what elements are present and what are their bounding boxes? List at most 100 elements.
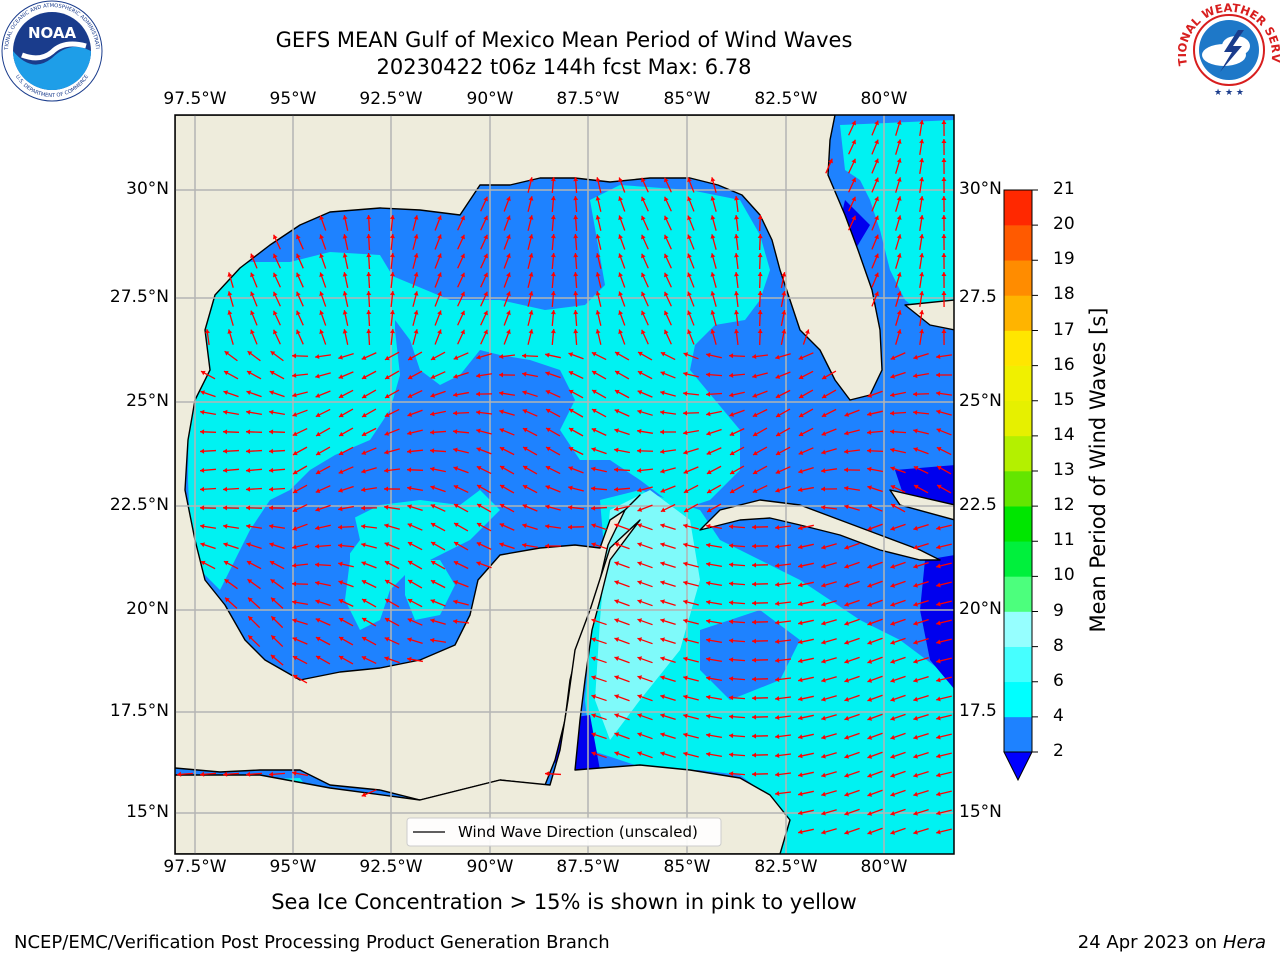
wave-direction-arrow: [913, 618, 929, 626]
wave-direction-arrow: [728, 771, 746, 777]
wave-direction-arrow: [798, 562, 814, 569]
wave-direction-arrow: [430, 599, 446, 607]
wave-direction-arrow: [568, 466, 584, 474]
wave-direction-arrow: [407, 389, 423, 399]
wave-direction-arrow: [867, 523, 883, 531]
wave-direction-arrow: [361, 617, 377, 627]
wave-direction-arrow: [268, 771, 286, 777]
wave-direction-arrow: [567, 505, 585, 511]
wave-direction-arrow: [890, 580, 906, 588]
wave-direction-arrow: [430, 485, 446, 493]
wave-direction-arrow: [199, 505, 217, 511]
wave-direction-arrow: [614, 637, 630, 645]
wave-direction-arrow: [246, 390, 262, 398]
wave-direction-arrow: [751, 714, 769, 720]
wave-direction-arrow: [820, 468, 838, 474]
wave-direction-arrow: [683, 675, 699, 682]
wave-direction-arrow: [895, 291, 902, 307]
wave-direction-arrow: [407, 409, 423, 417]
wave-direction-arrow: [591, 656, 607, 664]
wave-direction-arrow: [245, 448, 263, 454]
wave-direction-arrow: [706, 618, 722, 624]
wave-direction-arrow: [453, 580, 469, 588]
wave-direction-arrow: [866, 448, 884, 454]
wave-direction-arrow: [683, 448, 699, 455]
wave-direction-arrow: [499, 484, 515, 494]
wave-direction-arrow: [844, 409, 860, 417]
wave-direction-arrow: [660, 351, 676, 361]
map-frame: [174, 114, 955, 855]
wave-direction-arrow: [361, 636, 377, 646]
wave-direction-arrow: [687, 291, 695, 307]
wave-direction-arrow: [480, 253, 488, 269]
wave-direction-arrow: [245, 505, 263, 511]
wave-direction-arrow: [682, 410, 700, 416]
wave-direction-arrow: [361, 789, 377, 797]
wave-direction-arrow: [844, 429, 860, 436]
wave-direction-arrow: [384, 579, 400, 589]
wave-direction-arrow: [453, 484, 469, 494]
wave-direction-arrow: [503, 234, 511, 250]
wave-direction-arrow: [936, 695, 952, 702]
wind-wave-arrows: [176, 119, 953, 835]
wave-direction-arrow: [430, 351, 446, 361]
wave-direction-arrow: [871, 215, 879, 231]
wave-direction-arrow: [751, 354, 769, 359]
wave-direction-arrow: [890, 713, 906, 721]
wave-direction-arrow: [361, 542, 377, 549]
wave-direction-arrow: [545, 504, 561, 511]
wave-direction-arrow: [434, 329, 442, 345]
wave-direction-arrow: [757, 252, 763, 270]
wave-direction-arrow: [919, 195, 925, 213]
wave-direction-arrow: [774, 544, 792, 549]
wave-direction-arrow: [637, 561, 653, 569]
wave-direction-arrow: [360, 505, 378, 511]
wave-direction-arrow: [913, 637, 929, 645]
wave-direction-arrow: [641, 291, 649, 307]
wave-direction-arrow: [499, 503, 515, 513]
wave-direction-arrow: [867, 808, 883, 816]
wave-direction-arrow: [499, 446, 515, 456]
wave-direction-arrow: [637, 523, 653, 531]
wave-direction-arrow: [757, 328, 763, 346]
wave-direction-arrow: [545, 465, 561, 475]
wave-direction-arrow: [913, 751, 929, 759]
wave-direction-arrow: [292, 543, 308, 550]
wave-direction-arrow: [245, 771, 263, 777]
wave-direction-arrow: [706, 503, 722, 513]
lon-tick-top: 85°W: [663, 89, 711, 109]
wave-direction-arrow: [660, 599, 676, 607]
wave-direction-arrow: [614, 542, 630, 550]
wave-direction-arrow: [389, 252, 395, 270]
wave-direction-arrow: [591, 618, 607, 626]
noaa-logo: NOAA NATIONAL OCEANIC AND ATMOSPHERIC AD…: [0, 0, 103, 102]
wave-direction-arrow: [270, 615, 284, 629]
wave-direction-arrow: [774, 601, 792, 606]
wave-direction-arrow: [890, 561, 906, 569]
wave-direction-arrow: [890, 637, 906, 645]
wave-direction-arrow: [728, 581, 746, 587]
wave-direction-arrow: [683, 352, 699, 360]
wave-direction-arrow: [176, 771, 194, 777]
wave-direction-arrow: [292, 618, 308, 625]
wave-direction-arrow: [246, 409, 262, 416]
wave-direction-arrow: [710, 253, 717, 269]
wave-direction-arrow: [936, 581, 952, 588]
colorbar-segment: [1004, 541, 1032, 577]
land-mask: [175, 115, 954, 854]
wave-direction-arrow: [223, 542, 239, 550]
wave-direction-arrow: [292, 446, 308, 456]
wave-direction-arrow: [338, 353, 354, 360]
wave-direction-arrow: [751, 752, 769, 758]
wave-direction-arrow: [338, 466, 354, 474]
wave-direction-arrow: [728, 543, 746, 549]
map-title: GEFS MEAN Gulf of Mexico Mean Period of …: [275, 28, 853, 52]
wave-direction-arrow: [913, 353, 929, 360]
wave-direction-arrow: [774, 734, 792, 739]
wave-direction-arrow: [867, 694, 883, 702]
wave-direction-arrow: [844, 580, 860, 588]
wave-direction-arrow: [412, 329, 419, 345]
colorbar-segment: [1004, 435, 1032, 472]
wave-direction-arrow: [222, 523, 240, 529]
wave-direction-arrow: [710, 291, 717, 307]
